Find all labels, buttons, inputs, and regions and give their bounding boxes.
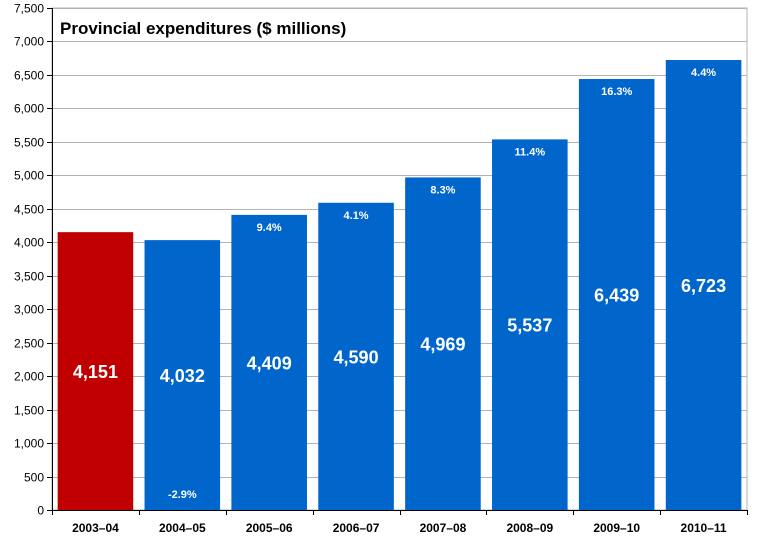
x-tick-label: 2009–10 [593, 521, 640, 535]
y-tick-label: 500 [24, 471, 44, 485]
bar-value-label: 4,151 [73, 362, 118, 382]
y-tick-label: 3,500 [14, 270, 44, 284]
bar-pct-change-label: 9.4% [257, 222, 282, 234]
y-tick-label: 7,000 [14, 35, 44, 49]
y-tick-label: 0 [37, 504, 44, 518]
bar-pct-change-label: 16.3% [601, 86, 632, 98]
y-axis-ticks: 0 500 1,000 1,500 2,000 2,500 3,000 3,500 4,000 4… [14, 2, 747, 518]
bar-2008–09 [492, 139, 568, 510]
bar-pct-change-label: 8.3% [430, 184, 455, 196]
bar-2004–05 [144, 240, 221, 510]
y-tick-label: 4,500 [14, 203, 44, 217]
bar-value-label: 6,723 [681, 276, 726, 296]
data-labels: 4,151 4,032 -2.9% 4,409 9.4% 4,590 4.1% 4,969 8.… [73, 67, 726, 501]
x-axis-ticks: 2003–04 2004–05 2005–06 2006–07 2007–08 2008–… [52, 510, 748, 535]
x-tick-label: 2003–04 [72, 521, 119, 535]
bar-pct-change-label: 4.1% [344, 210, 369, 222]
y-tick-label: 1,500 [14, 404, 44, 418]
y-tick-label: 3,000 [14, 303, 44, 317]
bar-pct-change-label: 4.4% [691, 67, 716, 79]
x-tick-label: 2005–06 [246, 521, 293, 535]
bar-2009–10 [578, 79, 655, 510]
y-tick-label: 5,500 [14, 136, 44, 150]
x-tick-label: 2006–07 [333, 521, 380, 535]
bar-2006–07 [318, 202, 394, 510]
y-tick-label: 7,500 [14, 2, 44, 16]
y-tick-label: 6,000 [14, 102, 44, 116]
y-tick-label: 2,000 [14, 370, 44, 384]
bar-2007–08 [405, 177, 481, 510]
bars [57, 60, 742, 510]
bar-value-label: 6,439 [594, 286, 639, 306]
bar-2003–04 [57, 232, 134, 510]
y-tick-label: 2,500 [14, 337, 44, 351]
bar-value-label: 4,969 [420, 335, 465, 355]
y-tick-label: 6,500 [14, 69, 44, 83]
x-tick-label: 2010–11 [681, 521, 727, 535]
bar-value-label: 4,409 [247, 353, 292, 373]
x-tick-label: 2007–08 [420, 521, 467, 535]
bar-value-label: 4,590 [334, 347, 379, 367]
x-tick-label: 2004–05 [159, 521, 206, 535]
x-tick-label: 2008–09 [506, 521, 553, 535]
bar-pct-change-label: -2.9% [168, 489, 197, 501]
bar-value-label: 4,032 [160, 366, 205, 386]
bar-pct-change-label: 11.4% [515, 146, 546, 158]
y-tick-label: 5,000 [14, 169, 44, 183]
bar-value-label: 5,537 [507, 316, 552, 336]
y-tick-label: 1,000 [14, 437, 44, 451]
bar-2005–06 [231, 214, 307, 510]
chart-title: Provincial expenditures ($ millions) [60, 19, 346, 38]
y-tick-label: 4,000 [14, 236, 44, 250]
bar-2010–11 [665, 60, 742, 510]
